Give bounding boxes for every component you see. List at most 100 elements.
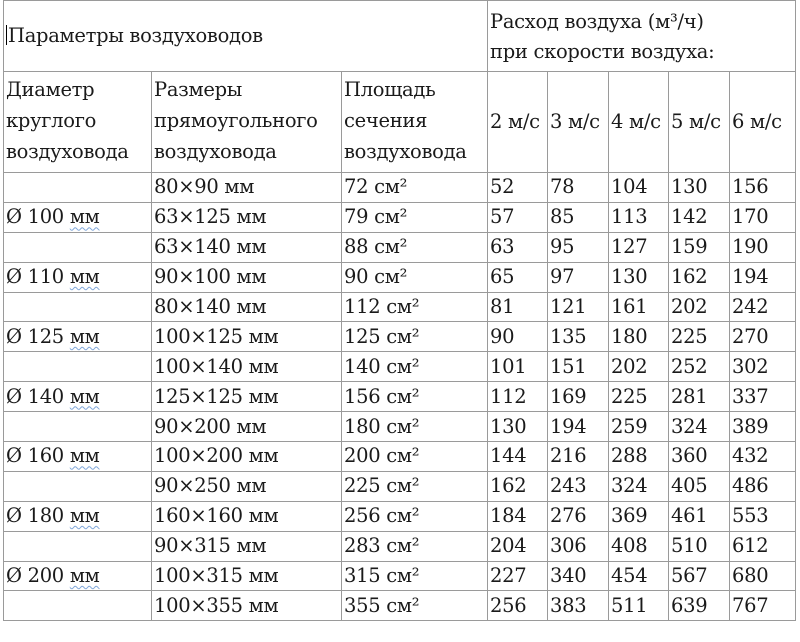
cell-flow-speed-3[interactable]: 383 — [547, 590, 609, 622]
cell-flow-speed-3[interactable]: 151 — [547, 351, 609, 383]
cell-flow-speed-3[interactable]: 340 — [547, 560, 609, 592]
cell-flow-speed-6[interactable]: 432 — [728, 441, 797, 472]
cell-rect-size[interactable]: 80×90 мм — [151, 172, 342, 203]
col-header-diameter[interactable]: Диаметр круглого воздуховода — [3, 71, 152, 173]
cell-flow-speed-3[interactable]: 169 — [547, 381, 609, 413]
cell-flow-speed-6[interactable]: 486 — [728, 470, 797, 502]
cell-diameter[interactable]: Ø 200 мм — [3, 560, 152, 592]
cell-diameter[interactable] — [3, 291, 152, 323]
cell-flow-speed-6[interactable]: 270 — [728, 321, 797, 353]
cell-flow-speed-4[interactable]: 259 — [608, 411, 669, 443]
cell-flow-speed-6[interactable]: 190 — [728, 231, 797, 263]
cell-area[interactable]: 256 см² — [341, 500, 488, 532]
cell-flow-speed-2[interactable]: 184 — [487, 500, 548, 532]
cell-flow-speed-6[interactable]: 337 — [728, 381, 797, 413]
cell-area[interactable]: 200 см² — [341, 441, 488, 472]
cell-flow-speed-4[interactable]: 324 — [608, 470, 669, 502]
cell-area[interactable]: 125 см² — [341, 321, 488, 353]
cell-flow-speed-5[interactable]: 360 — [668, 441, 730, 472]
cell-flow-speed-2[interactable]: 256 — [487, 590, 548, 622]
cell-flow-speed-2[interactable]: 144 — [487, 441, 548, 472]
cell-diameter[interactable]: Ø 140 мм — [3, 381, 152, 413]
cell-rect-size[interactable]: 90×250 мм — [151, 470, 342, 502]
cell-flow-speed-2[interactable]: 57 — [487, 201, 548, 233]
cell-flow-speed-6[interactable]: 553 — [728, 500, 797, 532]
cell-flow-speed-2[interactable]: 101 — [487, 351, 548, 383]
duct-parameters-header-cell[interactable]: Параметры воздуховодов — [3, 0, 488, 72]
cell-flow-speed-3[interactable]: 121 — [547, 291, 609, 323]
cell-flow-speed-2[interactable]: 81 — [487, 291, 548, 323]
cell-area[interactable]: 79 см² — [341, 201, 488, 233]
cell-flow-speed-6[interactable]: 170 — [728, 201, 797, 233]
cell-flow-speed-4[interactable]: 127 — [608, 231, 669, 263]
cell-rect-size[interactable]: 125×125 мм — [151, 381, 342, 413]
cell-flow-speed-3[interactable]: 135 — [547, 321, 609, 353]
air-flow-header-cell[interactable]: Расход воздуха (м³/ч) при скорости возду… — [486, 0, 797, 72]
cell-flow-speed-6[interactable]: 767 — [728, 590, 797, 622]
cell-flow-speed-6[interactable]: 194 — [728, 261, 797, 293]
cell-flow-speed-5[interactable]: 130 — [668, 172, 730, 203]
cell-rect-size[interactable]: 90×100 мм — [151, 261, 342, 293]
cell-rect-size[interactable]: 100×200 мм — [151, 441, 342, 472]
cell-flow-speed-3[interactable]: 243 — [547, 470, 609, 502]
cell-flow-speed-6[interactable]: 242 — [728, 291, 797, 323]
cell-flow-speed-3[interactable]: 276 — [547, 500, 609, 532]
cell-flow-speed-5[interactable]: 510 — [668, 530, 730, 562]
col-header-speed-3[interactable]: 3 м/с — [547, 71, 609, 173]
cell-diameter[interactable] — [3, 470, 152, 502]
cell-flow-speed-3[interactable]: 95 — [547, 231, 609, 263]
cell-diameter[interactable] — [3, 411, 152, 443]
cell-rect-size[interactable]: 100×355 мм — [151, 590, 342, 622]
cell-flow-speed-2[interactable]: 162 — [487, 470, 548, 502]
col-header-speed-2[interactable]: 2 м/с — [487, 71, 548, 173]
cell-flow-speed-5[interactable]: 225 — [668, 321, 730, 353]
cell-rect-size[interactable]: 100×125 мм — [151, 321, 342, 353]
cell-diameter[interactable] — [3, 172, 152, 203]
cell-flow-speed-3[interactable]: 306 — [547, 530, 609, 562]
cell-rect-size[interactable]: 90×315 мм — [151, 530, 342, 562]
cell-flow-speed-6[interactable]: 612 — [728, 530, 797, 562]
cell-area[interactable]: 225 см² — [341, 470, 488, 502]
cell-flow-speed-4[interactable]: 408 — [608, 530, 669, 562]
cell-flow-speed-3[interactable]: 216 — [547, 441, 609, 472]
col-header-area[interactable]: Площадь сечения воздуховода — [341, 71, 488, 173]
cell-flow-speed-6[interactable]: 302 — [728, 351, 797, 383]
col-header-rect-size[interactable]: Размеры прямоугольного воздуховода — [151, 71, 342, 173]
cell-flow-speed-2[interactable]: 227 — [487, 560, 548, 592]
cell-area[interactable]: 112 см² — [341, 291, 488, 323]
cell-flow-speed-2[interactable]: 65 — [487, 261, 548, 293]
cell-flow-speed-5[interactable]: 159 — [668, 231, 730, 263]
cell-flow-speed-4[interactable]: 225 — [608, 381, 669, 413]
cell-diameter[interactable]: Ø 110 мм — [3, 261, 152, 293]
cell-flow-speed-5[interactable]: 639 — [668, 590, 730, 622]
cell-flow-speed-2[interactable]: 90 — [487, 321, 548, 353]
cell-flow-speed-3[interactable]: 194 — [547, 411, 609, 443]
cell-flow-speed-4[interactable]: 511 — [608, 590, 669, 622]
cell-flow-speed-3[interactable]: 78 — [547, 172, 609, 203]
cell-flow-speed-5[interactable]: 405 — [668, 470, 730, 502]
cell-flow-speed-5[interactable]: 461 — [668, 500, 730, 532]
cell-rect-size[interactable]: 63×140 мм — [151, 231, 342, 263]
cell-flow-speed-4[interactable]: 288 — [608, 441, 669, 472]
col-header-speed-4[interactable]: 4 м/с — [608, 71, 669, 173]
cell-diameter[interactable]: Ø 160 мм — [3, 441, 152, 472]
cell-flow-speed-2[interactable]: 112 — [487, 381, 548, 413]
cell-flow-speed-6[interactable]: 680 — [728, 560, 797, 592]
cell-rect-size[interactable]: 100×315 мм — [151, 560, 342, 592]
cell-area[interactable]: 88 см² — [341, 231, 488, 263]
cell-flow-speed-2[interactable]: 63 — [487, 231, 548, 263]
cell-flow-speed-6[interactable]: 156 — [728, 172, 797, 203]
cell-flow-speed-4[interactable]: 369 — [608, 500, 669, 532]
cell-rect-size[interactable]: 90×200 мм — [151, 411, 342, 443]
cell-flow-speed-6[interactable]: 389 — [728, 411, 797, 443]
cell-area[interactable]: 140 см² — [341, 351, 488, 383]
cell-diameter[interactable] — [3, 231, 152, 263]
cell-flow-speed-4[interactable]: 113 — [608, 201, 669, 233]
cell-flow-speed-4[interactable]: 161 — [608, 291, 669, 323]
cell-flow-speed-5[interactable]: 142 — [668, 201, 730, 233]
cell-flow-speed-2[interactable]: 52 — [487, 172, 548, 203]
cell-diameter[interactable] — [3, 351, 152, 383]
cell-flow-speed-4[interactable]: 104 — [608, 172, 669, 203]
cell-flow-speed-5[interactable]: 324 — [668, 411, 730, 443]
cell-flow-speed-4[interactable]: 454 — [608, 560, 669, 592]
